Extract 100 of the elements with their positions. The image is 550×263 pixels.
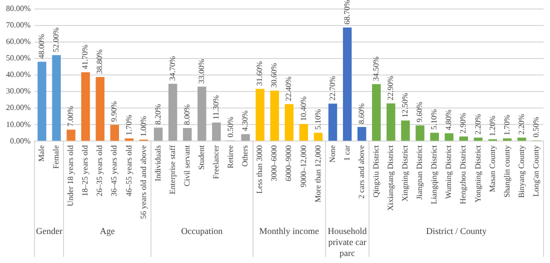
x-tick-label: Wuming District xyxy=(444,144,454,199)
bar xyxy=(52,55,61,141)
data-label: 22.40% xyxy=(284,76,294,102)
data-label: 34.50% xyxy=(371,56,380,82)
bar xyxy=(110,124,120,141)
data-label: 1.20% xyxy=(488,115,497,136)
y-tick-label: 80.00% xyxy=(6,4,31,13)
x-tick-label: Freelancer xyxy=(212,144,221,180)
bar xyxy=(328,104,338,141)
bar xyxy=(96,77,104,141)
x-tick-label: 6000–9000 xyxy=(284,145,294,182)
data-label: 5.10% xyxy=(430,108,439,130)
data-label: 52.00% xyxy=(52,27,61,52)
y-tick-label: 0.00% xyxy=(10,136,31,146)
x-tick-label: 26–35 years old xyxy=(95,145,104,196)
data-label: 2.90% xyxy=(458,112,468,134)
data-label: 48.00% xyxy=(37,34,46,59)
data-label: 2.20% xyxy=(516,114,526,135)
bar xyxy=(474,138,483,141)
data-label: 0.50% xyxy=(531,116,540,138)
data-label: 30.60% xyxy=(270,62,279,88)
bar xyxy=(459,136,468,141)
x-tick-label: Qingxiu District xyxy=(371,144,380,198)
x-tick-label: Female xyxy=(52,144,61,169)
x-tick-label: 56 years old and above xyxy=(138,144,148,220)
x-tick-label: 36–45 years old xyxy=(110,145,119,196)
text: Age xyxy=(100,226,115,236)
data-label: 9.90% xyxy=(110,100,119,122)
x-tick-label: 18–25 years old xyxy=(80,145,90,196)
x-tick-label: Others xyxy=(240,145,250,167)
data-label: 31.60% xyxy=(255,60,264,86)
x-tick-label: Retiree xyxy=(226,144,236,168)
text: Household private car parc xyxy=(328,226,368,258)
x-tick-label: 2 cars and above xyxy=(356,144,366,199)
bar xyxy=(256,88,264,141)
x-tick-label: Xingning District xyxy=(400,144,410,202)
data-label: 34.70% xyxy=(168,56,177,81)
x-tick-label: Civil servant xyxy=(182,144,192,186)
text: Gender xyxy=(36,226,62,236)
data-label: 33.00% xyxy=(196,58,206,84)
data-label: 8.20% xyxy=(153,104,162,125)
bar xyxy=(416,125,424,141)
bar xyxy=(66,130,76,141)
bar xyxy=(430,132,439,141)
text: Occupation xyxy=(181,226,224,236)
x-tick-label: Student xyxy=(196,144,206,170)
bar xyxy=(299,124,308,141)
bar xyxy=(270,90,279,141)
y-tick-label: 60.00% xyxy=(6,37,31,46)
data-label: 8.60% xyxy=(356,103,366,124)
x-tick-label: Under 18 years old xyxy=(66,145,76,206)
data-label: 12.50% xyxy=(400,92,410,118)
data-label: 5.10% xyxy=(313,108,322,130)
data-label: 9.60% xyxy=(415,101,424,122)
data-label: 8.00% xyxy=(182,104,192,125)
data-label: 1.00% xyxy=(138,116,148,137)
x-tick-label: Masan County xyxy=(488,145,497,192)
bar xyxy=(401,120,410,141)
data-label: 0.50% xyxy=(226,116,236,138)
y-tick-label: 40.00% xyxy=(6,70,31,80)
x-tick-label: Xixiangtang District xyxy=(386,144,396,211)
x-tick-label: More than 12,000 xyxy=(313,145,322,202)
data-label: 10.40% xyxy=(298,96,308,122)
text: Monthly income xyxy=(259,226,320,236)
data-label: 2.20% xyxy=(473,114,482,135)
text: District / County xyxy=(426,226,488,236)
x-tick-label: Shanglin county xyxy=(502,145,512,198)
bar xyxy=(444,133,454,141)
x-tick-label: Hengzhou District xyxy=(458,144,468,204)
x-tick-label: 1 car xyxy=(342,144,352,162)
x-tick-label: None xyxy=(328,144,337,163)
x-tick-label: Enterprise staff xyxy=(168,144,177,194)
bar xyxy=(81,72,90,141)
bar xyxy=(342,28,352,141)
data-label: 41.70% xyxy=(80,44,90,70)
x-tick-label: Long'an County xyxy=(531,145,540,197)
x-tick-label: Binyang County xyxy=(516,145,526,198)
data-label: 22.70% xyxy=(328,76,337,101)
y-tick-label: 30.00% xyxy=(6,86,31,96)
data-label: 4.80% xyxy=(444,109,454,130)
data-label: 22.90% xyxy=(386,75,396,100)
x-tick-label: 46–55 years old xyxy=(124,145,134,196)
y-tick-label: 50.00% xyxy=(6,54,31,63)
x-tick-label: 3000–6000 xyxy=(270,145,279,182)
y-tick-label: 70.00% xyxy=(6,20,31,30)
x-tick-label: Less than 3000 xyxy=(255,145,264,194)
bar xyxy=(314,132,323,141)
bar xyxy=(198,86,206,141)
x-tick-label: 9000–12,000 xyxy=(298,145,308,188)
bar xyxy=(168,84,178,141)
data-label: 1.70% xyxy=(502,114,512,136)
y-tick-label: 10.00% xyxy=(6,120,31,129)
data-label: 11.30% xyxy=(212,94,221,120)
bar xyxy=(212,122,221,141)
x-tick-label: Male xyxy=(37,144,46,162)
bar xyxy=(284,104,294,141)
x-tick-label: Individuals xyxy=(153,145,162,182)
x-tick-label: Jiangnan District xyxy=(415,144,424,200)
data-label: 68.70% xyxy=(342,0,352,25)
x-tick-label: Yongning District xyxy=(473,144,482,202)
